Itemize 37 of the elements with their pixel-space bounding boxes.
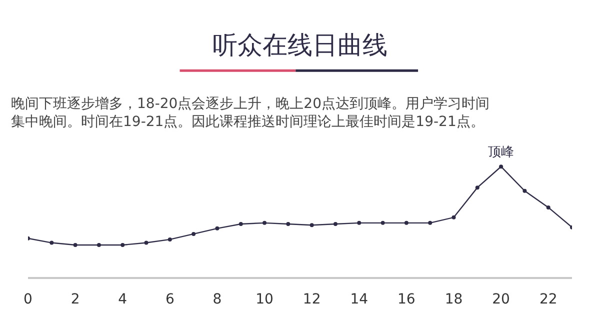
x-tick-label: 18 [444, 292, 463, 308]
point [333, 222, 338, 226]
point [144, 240, 148, 245]
point [120, 242, 125, 247]
point [546, 205, 550, 210]
point [192, 232, 196, 236]
x-tick-label: 20 [492, 292, 510, 308]
x-tick-label: 12 [302, 292, 321, 308]
point [238, 222, 243, 226]
point [475, 186, 480, 190]
x-tick-label: 22 [539, 292, 558, 308]
point [380, 220, 385, 225]
point [262, 220, 267, 225]
point [50, 240, 54, 245]
x-tick-label: 14 [350, 292, 368, 308]
point [428, 220, 432, 225]
point [452, 215, 456, 220]
chart-title: 听众在线日曲线 [212, 30, 388, 60]
x-tick-label: 4 [118, 292, 128, 308]
x-tick-label: 10 [256, 292, 274, 308]
x-tick-label: 16 [398, 292, 416, 308]
point [404, 220, 408, 225]
point [168, 237, 172, 242]
point [215, 226, 220, 230]
chart-subtitle: 晚间下班逐步增多，18-20点会逐步上升，晚上20点达到顶峰。用户学习时间集中晚间。时间在19-21点。因此课程推送时间理论上最佳时间是19-21点。 [11, 96, 490, 130]
point [286, 222, 290, 226]
x-tick-label: 8 [212, 292, 222, 308]
x-tick-label: 0 [24, 292, 32, 308]
point [357, 220, 362, 225]
point [96, 242, 101, 247]
point [73, 242, 78, 247]
point [522, 188, 527, 193]
x-tick-label: 6 [165, 292, 174, 308]
point [499, 164, 504, 169]
x-tick-label: 2 [70, 292, 80, 308]
point [310, 223, 314, 228]
annotation: 顶峰 [488, 145, 514, 160]
